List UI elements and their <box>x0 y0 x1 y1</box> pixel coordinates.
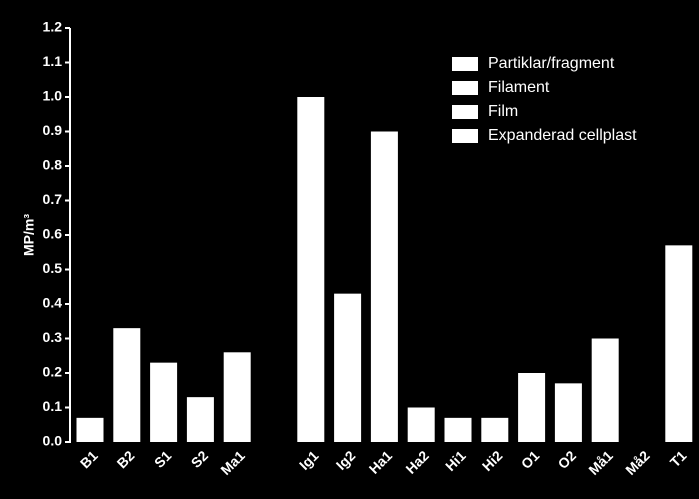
legend-text: Filament <box>488 79 550 96</box>
bar <box>223 352 251 442</box>
y-tick-label: 0.9 <box>43 122 63 138</box>
y-tick-label: 0.3 <box>43 329 63 345</box>
legend-swatch <box>452 57 478 71</box>
y-tick-label: 0.7 <box>43 191 63 207</box>
x-tick-label: B2 <box>114 447 138 471</box>
y-tick-label: 1.1 <box>43 53 63 69</box>
legend-text: Expanderad cellplast <box>488 127 637 144</box>
legend-swatch <box>452 105 478 119</box>
legend-text: Film <box>488 103 518 120</box>
x-tick-label: B1 <box>77 447 101 471</box>
bar <box>76 417 104 442</box>
bar <box>554 383 582 442</box>
y-tick-label: 0.6 <box>43 226 63 242</box>
x-tick-label: Ha1 <box>366 447 396 477</box>
y-tick-label: 0.8 <box>43 157 63 173</box>
x-tick-label: S2 <box>188 447 212 471</box>
legend-swatch <box>452 81 478 95</box>
y-tick-label: 1.0 <box>43 88 63 104</box>
y-tick-label: 0.4 <box>43 295 63 311</box>
legend-swatch <box>452 129 478 143</box>
x-tick-label: Ig2 <box>333 447 359 473</box>
x-tick-label: O2 <box>555 447 580 472</box>
y-axis-label: MP/m³ <box>21 214 37 256</box>
y-tick-label: 1.2 <box>43 19 63 35</box>
x-tick-label: Hi1 <box>442 447 469 474</box>
x-tick-label: Ha2 <box>402 447 432 477</box>
legend-text: Partiklar/fragment <box>488 55 615 72</box>
x-tick-label: Må1 <box>585 447 616 478</box>
bar <box>591 338 619 442</box>
x-tick-label: O1 <box>518 447 543 472</box>
bar <box>150 362 178 442</box>
y-tick-label: 0.2 <box>43 364 63 380</box>
x-tick-label: S1 <box>151 447 175 471</box>
bar <box>444 417 472 442</box>
bar <box>518 373 546 442</box>
bar <box>370 131 398 442</box>
x-tick-label: Ma1 <box>217 447 248 478</box>
bar <box>407 407 435 442</box>
bar <box>297 97 325 442</box>
bar <box>186 397 214 442</box>
x-tick-label: T1 <box>667 447 690 470</box>
y-tick-label: 0.1 <box>43 398 63 414</box>
bar <box>481 417 509 442</box>
x-tick-label: Ig1 <box>296 447 322 473</box>
bar <box>665 245 693 442</box>
bar <box>334 293 362 442</box>
bar <box>113 328 141 442</box>
x-tick-label: Må2 <box>622 447 653 478</box>
y-tick-label: 0.5 <box>43 260 63 276</box>
x-tick-label: Hi2 <box>479 447 506 474</box>
y-tick-label: 0.0 <box>43 433 63 449</box>
